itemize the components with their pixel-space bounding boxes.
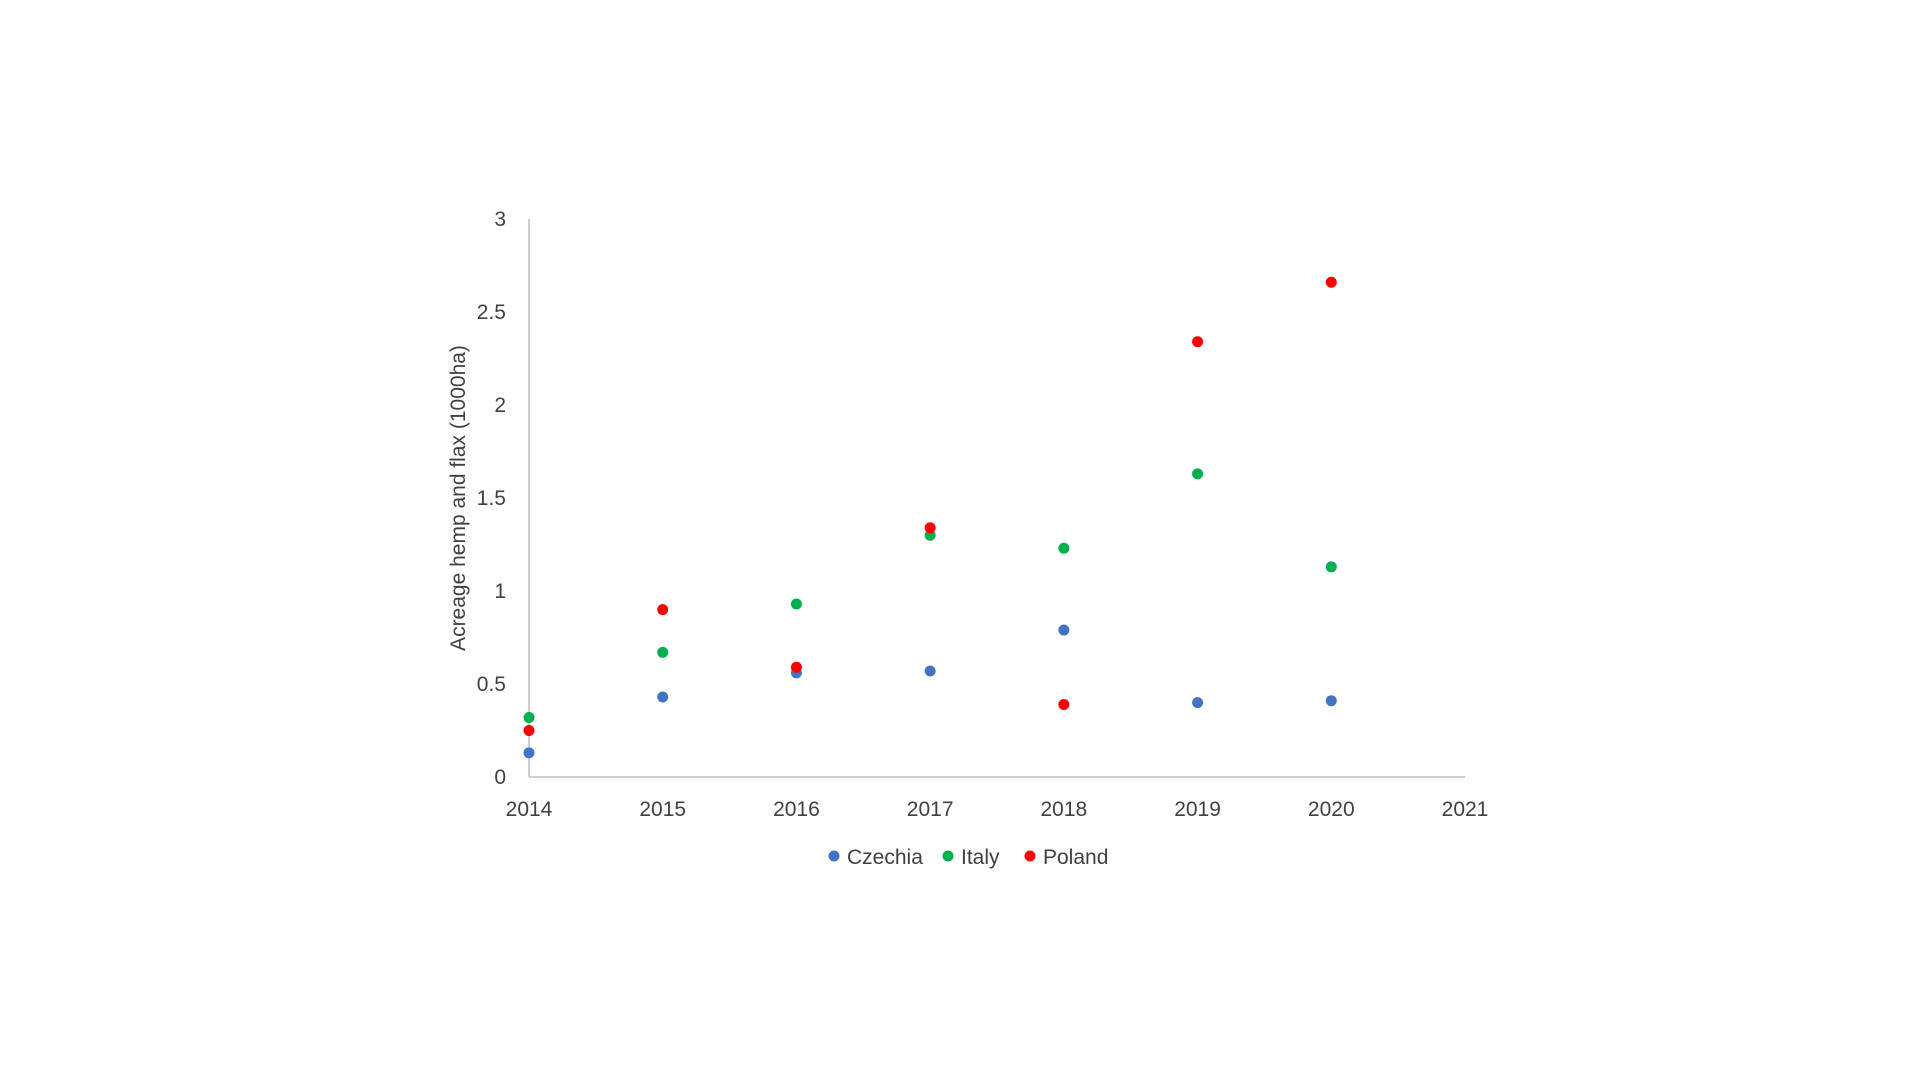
data-point-italy: [1192, 468, 1204, 480]
legend-marker-czechia: [828, 850, 840, 862]
data-point-czechia: [924, 665, 936, 677]
data-point-poland: [523, 725, 535, 736]
data-point-poland: [924, 522, 936, 534]
data-point-czechia: [1325, 695, 1337, 707]
y-tick-label: 2.5: [477, 301, 506, 324]
data-point-italy: [1058, 542, 1070, 554]
data-point-czechia: [523, 747, 535, 759]
data-point-czechia: [1058, 624, 1070, 636]
y-tick-label: 2: [494, 394, 506, 417]
data-point-poland: [1058, 698, 1070, 710]
legend-label-italy: Italy: [961, 846, 1000, 869]
x-tick-label: 2020: [1308, 798, 1355, 821]
data-point-czechia: [1192, 697, 1204, 709]
x-tick-label: 2018: [1040, 798, 1087, 821]
data-point-poland: [790, 661, 802, 673]
legend-label-poland: Poland: [1043, 846, 1108, 869]
y-tick-label: 0.5: [477, 673, 506, 696]
legend-marker-italy: [942, 850, 954, 862]
x-tick-label: 2015: [639, 798, 686, 821]
y-tick-label: 1.5: [477, 487, 506, 510]
legend: Czechia Italy Poland: [828, 846, 1108, 869]
data-point-czechia: [657, 691, 669, 703]
y-tick-label: 3: [494, 208, 506, 231]
data-point-italy: [790, 598, 802, 610]
x-tick-label: 2021: [1442, 798, 1489, 821]
y-axis-title: Acreage hemp and flax (1000ha): [447, 345, 470, 651]
data-point-italy: [657, 646, 669, 658]
legend-marker-poland: [1024, 850, 1036, 862]
x-tick-label: 2019: [1174, 798, 1221, 821]
x-tick-label: 2014: [506, 798, 553, 821]
x-tick-label: 2016: [773, 798, 820, 821]
data-point-poland: [657, 604, 669, 616]
y-tick-label: 1: [494, 580, 506, 603]
data-points: [523, 276, 1337, 759]
data-point-poland: [1192, 336, 1204, 348]
x-tick-label: 2017: [907, 798, 954, 821]
y-tick-label: 0: [494, 766, 506, 789]
data-point-italy: [523, 711, 535, 723]
data-point-poland: [1325, 276, 1337, 288]
axes: 0 0.5 1 1.5 2 2.5 3 2014 2015 2016 2017 2018 2019 202…: [447, 208, 1488, 821]
legend-label-czechia: Czechia: [847, 846, 923, 869]
data-point-italy: [1325, 561, 1337, 573]
